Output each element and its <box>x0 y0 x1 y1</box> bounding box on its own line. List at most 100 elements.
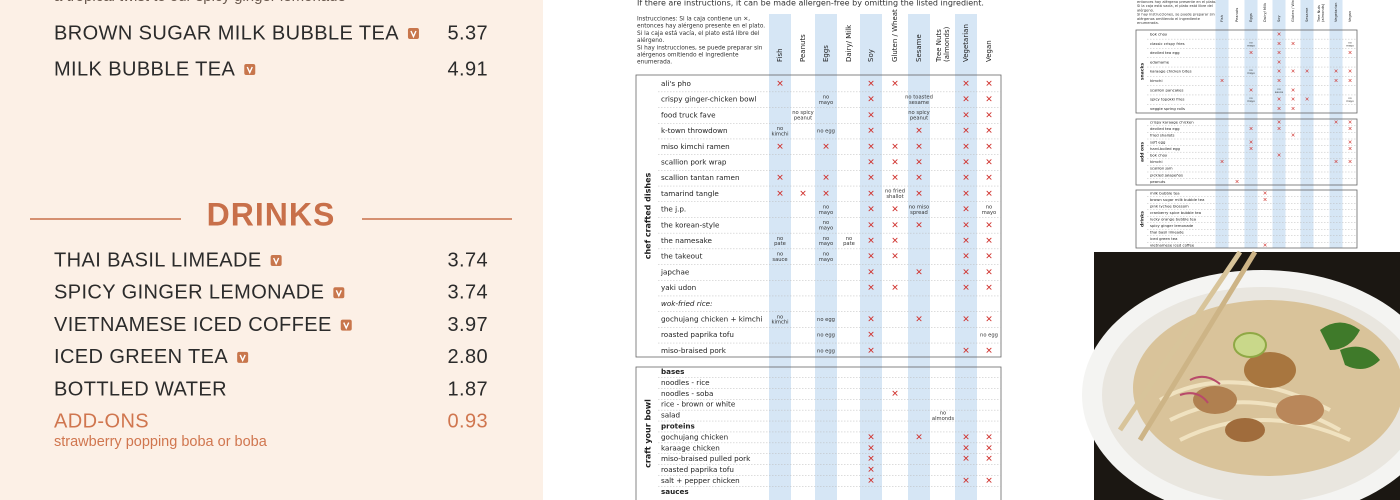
allergen-mark: ✕ <box>1348 160 1353 166</box>
column-band <box>1300 0 1314 248</box>
allergen-mark: ✕ <box>985 189 993 199</box>
item-name: VIETNAMESE ICED COFFEE <box>54 314 332 336</box>
allergen-mark: ✕ <box>1291 97 1296 103</box>
allergen-note: no egg <box>817 129 835 135</box>
row-name: pickled jalapeños <box>1150 172 1183 177</box>
item-price: 2.80 <box>447 346 488 368</box>
column-header: Eggs <box>1249 13 1253 22</box>
allergen-mark: ✕ <box>915 189 923 199</box>
allergen-mark: ✕ <box>962 433 970 443</box>
allergen-mark: ✕ <box>1277 69 1282 75</box>
table-border <box>1135 29 1358 114</box>
allergen-mark: ✕ <box>867 111 875 121</box>
allergen-mark: ✕ <box>985 477 993 487</box>
allergen-mark: ✕ <box>1291 69 1296 75</box>
allergen-mark: ✕ <box>1277 127 1282 133</box>
allergen-mark: ✕ <box>915 127 923 137</box>
vegan-icon <box>237 351 249 363</box>
allergen-mark: ✕ <box>962 111 970 121</box>
allergen-mark: ✕ <box>822 142 830 152</box>
table-border <box>1135 118 1358 186</box>
allergen-note: no spicy <box>792 110 813 116</box>
allergen-mark: ✕ <box>1348 146 1353 152</box>
allergen-note: no egg <box>817 333 835 339</box>
row-name: kimchi <box>1150 78 1163 83</box>
allergen-mark: ✕ <box>962 237 970 247</box>
photo <box>1082 250 1400 500</box>
column-header: Gluten / Wheat <box>1291 0 1295 22</box>
allergen-mark: ✕ <box>915 174 923 184</box>
allergen-mark: ✕ <box>915 158 923 168</box>
menu-panel: a tropical twist to our spicy ginger lem… <box>30 0 512 450</box>
allergen-mark: ✕ <box>822 189 830 199</box>
allergen-mark: ✕ <box>1348 140 1353 146</box>
row-heading: wok-fried rice: <box>661 299 713 308</box>
row-name: spicy ginger lemonade <box>1150 223 1194 228</box>
allergen-mark: ✕ <box>891 284 899 294</box>
allergen-mark: ✕ <box>891 221 899 231</box>
allergen-mark: ✕ <box>915 433 923 443</box>
allergen-mark: ✕ <box>985 268 993 278</box>
column-header: Eggs <box>822 45 830 62</box>
allergen-mark: ✕ <box>867 221 875 231</box>
row-name: deviled tea egg <box>1150 126 1180 131</box>
row-name: scallion pancakes <box>1150 87 1183 92</box>
allergen-mark: ✕ <box>1263 243 1268 249</box>
row-name: edamame <box>1150 59 1170 64</box>
vegan-icon <box>244 64 256 75</box>
vegan-icon <box>333 287 345 299</box>
row-name: yaki udon <box>661 283 696 292</box>
allergen-mark: ✕ <box>985 237 993 247</box>
row-name: bok choy <box>1150 153 1168 158</box>
allergen-note: no <box>1348 40 1352 44</box>
allergen-mark: ✕ <box>985 433 993 443</box>
row-name: karaage chicken <box>661 443 720 452</box>
allergen-mark: ✕ <box>962 174 970 184</box>
instructions: alérgeno. <box>637 37 664 44</box>
allergen-mark: ✕ <box>962 158 970 168</box>
item-name: BROWN SUGAR MILK BUBBLE TEA <box>54 22 399 44</box>
allergen-note: no <box>777 126 783 132</box>
instructions: entonces hay alérgeno presente en el pla… <box>637 23 765 30</box>
item-price: 4.91 <box>447 58 488 80</box>
allergen-mark: ✕ <box>1305 97 1310 103</box>
row-name: scallion pork wrap <box>661 158 727 167</box>
allergen-mark: ✕ <box>1277 120 1282 126</box>
vegan-icon <box>340 319 352 331</box>
row-name: ali's pho <box>661 79 691 88</box>
allergen-mark: ✕ <box>985 174 993 184</box>
allergen-mark: ✕ <box>867 189 875 199</box>
allergen-mark: ✕ <box>1249 140 1254 146</box>
allergen-note: sesame <box>909 100 929 106</box>
item-price: 3.97 <box>447 314 488 336</box>
allergen-note: no <box>823 94 829 100</box>
allergen-mark: ✕ <box>799 189 807 199</box>
allergen-mark: ✕ <box>985 221 993 231</box>
row-heading: bases <box>661 367 684 376</box>
allergen-note: shallot <box>886 194 903 200</box>
allergen-mark: ✕ <box>1277 51 1282 57</box>
column-header: Vegan <box>985 40 993 62</box>
row-name: roasted paprika tofu <box>661 465 734 474</box>
allergen-mark: ✕ <box>1277 32 1282 38</box>
row-name: tamarind tangle <box>661 189 719 198</box>
row-name: miso-braised pork <box>661 346 727 355</box>
row-name: japchae <box>660 267 690 276</box>
allergen-note: mayo <box>1346 99 1354 103</box>
instructions: entonces hay alérgeno presente en el pla… <box>1137 0 1216 4</box>
group-label: snacks <box>1140 63 1146 81</box>
allergen-mark: ✕ <box>776 189 784 199</box>
row-name: scallion tantan ramen <box>661 173 740 182</box>
allergen-mark: ✕ <box>985 315 993 325</box>
row-name: the namesake <box>661 236 713 245</box>
allergen-note: no <box>846 236 852 242</box>
column-header: Soy <box>867 49 875 62</box>
column-band <box>815 14 837 500</box>
allergen-mark: ✕ <box>1291 106 1296 112</box>
allergen-note: sauce <box>1275 90 1283 94</box>
allergen-note: peanut <box>910 116 928 122</box>
row-name: bok choy <box>1150 32 1168 37</box>
allergen-note: no <box>777 236 783 242</box>
allergen-mark: ✕ <box>891 174 899 184</box>
allergen-mark: ✕ <box>915 315 923 325</box>
